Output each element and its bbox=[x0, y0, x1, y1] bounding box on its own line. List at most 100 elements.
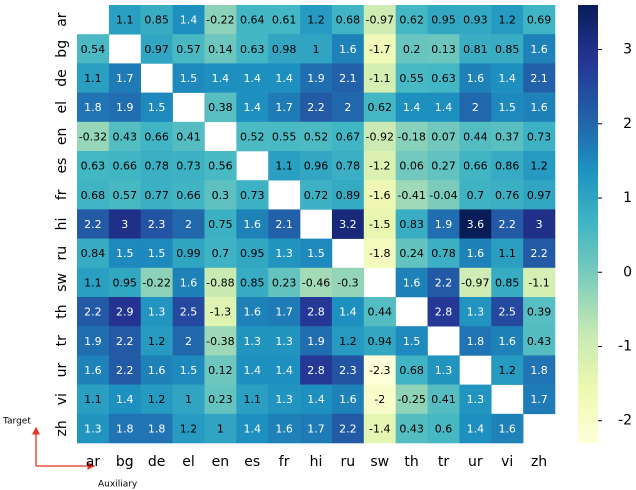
cell bbox=[77, 63, 110, 93]
cell bbox=[236, 209, 269, 239]
cell-label: 0.85 bbox=[144, 14, 169, 27]
cell bbox=[236, 384, 269, 415]
cell-label: 2.2 bbox=[116, 364, 134, 377]
cell-label: 2.1 bbox=[275, 218, 293, 231]
cell bbox=[204, 326, 237, 356]
cell bbox=[140, 151, 173, 181]
cell bbox=[491, 238, 524, 269]
cell-label: 1.3 bbox=[275, 393, 293, 406]
cell bbox=[204, 238, 237, 269]
x-tick-label: ru bbox=[341, 454, 356, 470]
cell bbox=[459, 209, 492, 239]
cell bbox=[523, 121, 556, 152]
cell bbox=[331, 121, 365, 152]
cell bbox=[523, 63, 556, 93]
cell bbox=[77, 238, 110, 269]
cell bbox=[204, 355, 237, 385]
cell bbox=[427, 209, 460, 239]
cell-label: -0.97 bbox=[365, 14, 393, 27]
cell bbox=[427, 238, 460, 269]
cell-label: 0.62 bbox=[399, 14, 424, 27]
cell bbox=[427, 413, 460, 444]
cell-label: 0.2 bbox=[403, 43, 421, 56]
cell bbox=[491, 180, 524, 210]
cell bbox=[140, 180, 173, 210]
cell bbox=[523, 209, 556, 239]
cell bbox=[300, 34, 333, 64]
cell bbox=[77, 267, 110, 298]
cell-label: 1.8 bbox=[530, 364, 548, 377]
cell-label: 1.5 bbox=[498, 101, 516, 114]
cell bbox=[331, 34, 365, 64]
cell-label: 1.9 bbox=[116, 101, 134, 114]
cell-label: 1.6 bbox=[498, 422, 516, 435]
cell-label: 2.1 bbox=[530, 72, 548, 85]
cell bbox=[300, 413, 333, 444]
cell-label: 1.3 bbox=[435, 364, 453, 377]
cell bbox=[108, 267, 142, 298]
cell bbox=[331, 413, 365, 444]
cell-label: 0.81 bbox=[463, 43, 488, 56]
cell-label: 0.37 bbox=[495, 130, 520, 143]
cell-label: 2 bbox=[185, 335, 192, 348]
cell-label: 0.98 bbox=[272, 43, 297, 56]
cell bbox=[491, 413, 524, 444]
cell-label: 0.41 bbox=[431, 393, 456, 406]
cell-label: 2 bbox=[344, 101, 351, 114]
cell-label: 2.5 bbox=[180, 306, 198, 319]
cell-label: 0.84 bbox=[81, 247, 106, 260]
cell bbox=[172, 355, 205, 385]
cell bbox=[77, 297, 110, 327]
cell bbox=[77, 209, 110, 239]
cell-label: 3 bbox=[121, 218, 128, 231]
cell-label: 1.9 bbox=[84, 335, 102, 348]
cell bbox=[108, 5, 142, 35]
cell bbox=[172, 121, 205, 152]
cell-label: 1.4 bbox=[498, 72, 516, 85]
cell bbox=[172, 413, 205, 444]
cell bbox=[108, 209, 142, 239]
cell bbox=[140, 34, 173, 64]
y-tick-label: tr bbox=[54, 335, 70, 346]
cell bbox=[523, 384, 556, 415]
cell bbox=[108, 297, 142, 327]
y-tick-label: fr bbox=[54, 189, 70, 200]
cell bbox=[331, 180, 365, 210]
cell bbox=[395, 209, 428, 239]
cell bbox=[300, 151, 333, 181]
cell bbox=[363, 151, 396, 181]
cell-label: 0.12 bbox=[208, 364, 233, 377]
x-annotation: Auxiliary bbox=[98, 480, 138, 490]
cell-label: -1.1 bbox=[528, 276, 549, 289]
cell-label: 1.1 bbox=[244, 393, 262, 406]
cell-label: 0.63 bbox=[431, 72, 456, 85]
x-tick-label: th bbox=[404, 454, 418, 470]
cell bbox=[363, 413, 396, 444]
cell bbox=[363, 209, 396, 239]
cell-label: 1.4 bbox=[212, 72, 230, 85]
cell bbox=[395, 121, 428, 152]
y-tick-label: el bbox=[54, 101, 70, 114]
cell bbox=[140, 326, 173, 356]
cell-label: 2.9 bbox=[116, 306, 134, 319]
cell bbox=[236, 34, 269, 64]
cell-label: 0.14 bbox=[208, 43, 233, 56]
cell-label: 1.1 bbox=[116, 14, 134, 27]
cell bbox=[459, 326, 492, 356]
cell bbox=[300, 384, 333, 415]
cell bbox=[300, 180, 333, 210]
cell-label: -1.2 bbox=[369, 160, 390, 173]
colorbar-tick-label: 1 bbox=[623, 190, 632, 206]
cell bbox=[427, 151, 460, 181]
cell bbox=[459, 413, 492, 444]
cell bbox=[140, 121, 173, 152]
cell-label: 1.2 bbox=[148, 393, 166, 406]
cell bbox=[427, 267, 460, 298]
cell-label: 2.2 bbox=[339, 422, 357, 435]
cell-label: -0.32 bbox=[79, 130, 107, 143]
cell bbox=[108, 121, 142, 152]
cell-label: 0.55 bbox=[272, 130, 297, 143]
cell-label: 0.63 bbox=[81, 160, 106, 173]
cell-label: 1.3 bbox=[467, 393, 485, 406]
cell bbox=[427, 34, 460, 64]
